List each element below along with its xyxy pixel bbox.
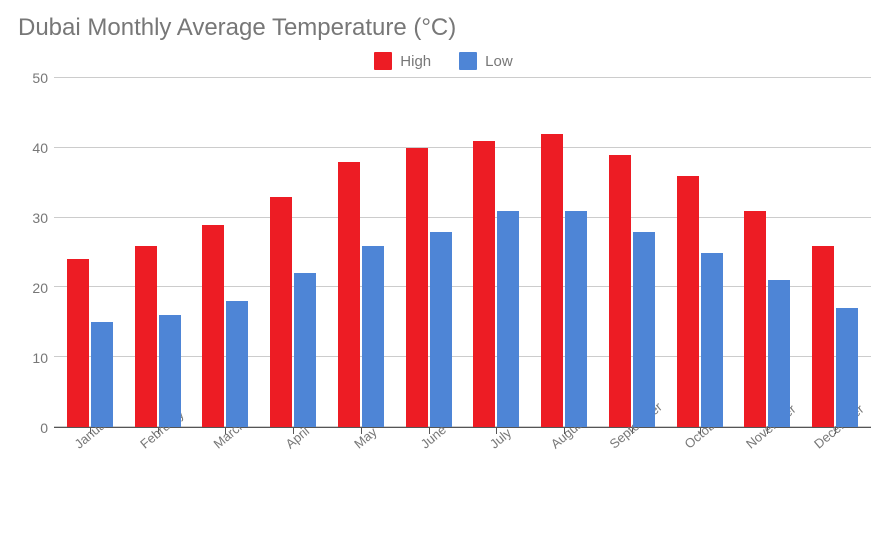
bar-high bbox=[406, 148, 428, 427]
plot bbox=[54, 78, 871, 428]
x-axis-label: July bbox=[463, 428, 531, 508]
chart-title: Dubai Monthly Average Temperature (°C) bbox=[18, 14, 871, 42]
bar-low bbox=[430, 232, 452, 427]
bar-high bbox=[67, 259, 89, 427]
y-axis-tick: 50 bbox=[32, 70, 48, 86]
bar-low bbox=[362, 246, 384, 427]
bar-group bbox=[259, 78, 327, 427]
bar-group bbox=[801, 78, 869, 427]
bar-low bbox=[294, 273, 316, 427]
x-axis-label: October bbox=[666, 428, 734, 508]
bar-high bbox=[270, 197, 292, 427]
y-axis-tick: 30 bbox=[32, 210, 48, 226]
bar-group bbox=[666, 78, 734, 427]
bar-low bbox=[836, 308, 858, 427]
x-axis-label: June bbox=[395, 428, 463, 508]
bar-high bbox=[541, 134, 563, 427]
legend-swatch-high bbox=[374, 52, 392, 70]
y-axis: 01020304050 bbox=[16, 78, 54, 428]
legend-label-high: High bbox=[400, 53, 431, 70]
bar-high bbox=[135, 246, 157, 427]
bar-group bbox=[56, 78, 124, 427]
bar-group bbox=[192, 78, 260, 427]
bar-group bbox=[395, 78, 463, 427]
y-axis-tick: 40 bbox=[32, 140, 48, 156]
x-axis-labels: JanuaryFebruaryMarchAprilMayJune July Augu… bbox=[54, 428, 871, 508]
x-axis-label: May bbox=[327, 428, 395, 508]
y-axis-tick: 10 bbox=[32, 350, 48, 366]
bar-high bbox=[812, 246, 834, 427]
bar-high bbox=[473, 141, 495, 427]
x-axis-label-text: April bbox=[283, 423, 313, 451]
x-axis-label: February bbox=[124, 428, 192, 508]
bar-high bbox=[744, 211, 766, 427]
bar-high bbox=[202, 225, 224, 427]
bar-group bbox=[463, 78, 531, 427]
plot-area: 01020304050 bbox=[16, 78, 871, 428]
x-axis: JanuaryFebruaryMarchAprilMayJune July Augu… bbox=[54, 428, 871, 508]
x-axis-label: December bbox=[801, 428, 869, 508]
bar-high bbox=[677, 176, 699, 427]
bar-high bbox=[609, 155, 631, 427]
bar-high bbox=[338, 162, 360, 427]
bar-low bbox=[633, 232, 655, 427]
bars-area bbox=[54, 78, 871, 427]
legend-item-low: Low bbox=[459, 52, 513, 70]
bar-low bbox=[226, 301, 248, 427]
legend-swatch-low bbox=[459, 52, 477, 70]
x-axis-label: November bbox=[734, 428, 802, 508]
x-axis-label-text: July bbox=[487, 425, 514, 451]
x-axis-label: March bbox=[192, 428, 260, 508]
legend-item-high: High bbox=[374, 52, 431, 70]
bar-group bbox=[327, 78, 395, 427]
bar-low bbox=[159, 315, 181, 427]
bar-low bbox=[91, 322, 113, 427]
x-axis-label: August bbox=[530, 428, 598, 508]
chart-legend: High Low bbox=[16, 52, 871, 70]
y-axis-tick: 20 bbox=[32, 280, 48, 296]
bar-group bbox=[530, 78, 598, 427]
temperature-chart: Dubai Monthly Average Temperature (°C) H… bbox=[0, 0, 887, 537]
bar-group bbox=[124, 78, 192, 427]
bar-low bbox=[497, 211, 519, 427]
x-axis-label: September bbox=[598, 428, 666, 508]
bar-group bbox=[734, 78, 802, 427]
x-axis-label: January bbox=[56, 428, 124, 508]
x-axis-label: April bbox=[259, 428, 327, 508]
bar-low bbox=[768, 280, 790, 427]
bar-group bbox=[598, 78, 666, 427]
bar-low bbox=[565, 211, 587, 427]
y-axis-tick: 0 bbox=[40, 420, 48, 436]
bar-low bbox=[701, 253, 723, 428]
legend-label-low: Low bbox=[485, 53, 513, 70]
x-axis-label-text: May bbox=[351, 424, 379, 451]
